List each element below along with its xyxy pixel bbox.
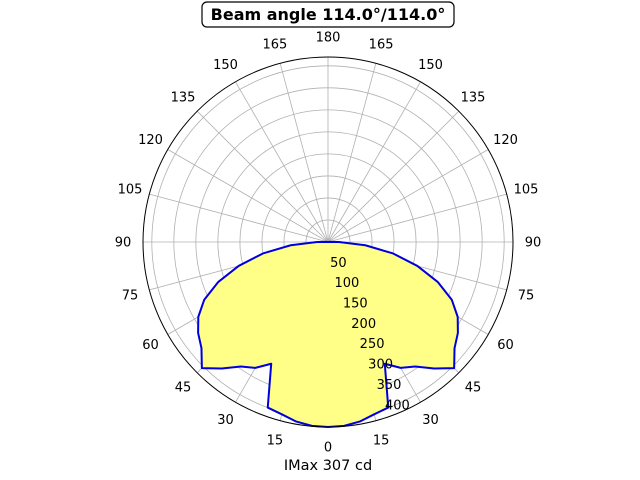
series-layer	[142, 56, 514, 428]
radial-tick-label: 200	[351, 317, 376, 332]
radial-tick-label: 400	[385, 398, 410, 413]
angle-tick-label: 150	[418, 58, 443, 73]
angle-tick-label: 15	[267, 434, 284, 449]
radial-tick-label: 300	[368, 358, 393, 373]
radial-tick-label: 150	[343, 297, 368, 312]
angle-tick-label: 165	[262, 38, 287, 53]
angular-grid-line-135	[327, 110, 460, 243]
angular-grid-line-165	[327, 63, 377, 243]
angle-tick-label: 150	[213, 58, 238, 73]
chart-title: Beam angle 114.0°/114.0°	[211, 5, 446, 24]
angular-grid-line-120	[327, 149, 489, 243]
angular-grid-line-210	[235, 81, 329, 243]
angular-grid-line-195	[279, 63, 329, 243]
angle-tick-label: 75	[518, 289, 535, 304]
radial-tick-label: 350	[377, 378, 402, 393]
x-axis-label: IMax 307 cd	[284, 458, 372, 474]
plot-outer-circle	[142, 56, 514, 428]
radial-tick-label: 50	[330, 256, 347, 271]
angle-tick-label: 180	[316, 31, 341, 46]
angle-tick-label: 45	[465, 381, 482, 396]
angle-tick-label: 120	[138, 133, 163, 148]
angle-tick-label: 105	[118, 182, 143, 197]
radial-tick-labels: 50 100 150 200 250 300 350 400	[330, 256, 410, 414]
angle-tick-label: 105	[514, 182, 539, 197]
angle-tick-label: 90	[115, 236, 132, 251]
angular-grid-line-225	[196, 110, 329, 243]
angle-tick-label: 120	[493, 133, 518, 148]
radial-tick-label: 250	[360, 337, 385, 352]
angle-tick-label: 135	[461, 91, 486, 106]
radial-tick-label: 100	[334, 276, 359, 291]
intensity-area	[198, 241, 458, 427]
angular-grid-line-255	[149, 193, 329, 243]
angular-grid-line-105	[327, 193, 507, 243]
intensity-curve	[197, 240, 459, 428]
angle-tick-label: 75	[122, 289, 139, 304]
angle-tick-label: 30	[422, 413, 439, 428]
angle-tick-label: 135	[171, 91, 196, 106]
angle-tick-label: 60	[142, 338, 159, 353]
angular-grid-line-150	[327, 81, 421, 243]
angle-tick-label: 15	[373, 434, 390, 449]
chart-title-box: Beam angle 114.0°/114.0°	[201, 1, 455, 28]
angle-tick-label: 0	[324, 441, 332, 456]
angular-grid-line-240	[167, 149, 329, 243]
angle-tick-label: 60	[497, 338, 514, 353]
angle-tick-label: 45	[175, 381, 192, 396]
angle-tick-label: 30	[217, 413, 234, 428]
angle-tick-label: 90	[525, 236, 542, 251]
angle-tick-label: 165	[369, 38, 394, 53]
